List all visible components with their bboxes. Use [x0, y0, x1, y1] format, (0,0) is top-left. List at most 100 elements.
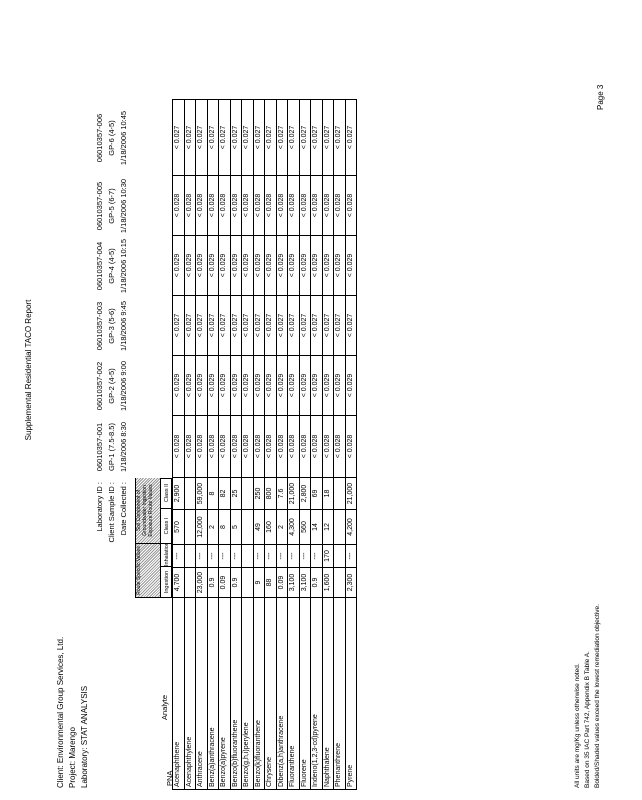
result-cell: < 0.029 [264, 355, 276, 416]
table-row: Benzo(k)fluoranthene 9 --- 49 250 < 0.028 < 0.… [253, 99, 265, 790]
result-cell: < 0.028 [322, 415, 334, 478]
result-cell: < 0.028 [322, 175, 334, 236]
analyte-cell: Benzo(k)fluoranthene [253, 597, 265, 790]
result-cell: < 0.029 [264, 235, 276, 296]
ingestion-cell: 2,300 [345, 567, 357, 598]
result-cell: < 0.029 [333, 235, 345, 296]
page-number: Page 3 [596, 84, 605, 110]
result-cell: < 0.027 [264, 295, 276, 356]
class-ii-cell: 25 [230, 477, 242, 510]
class-i-cell: 12,000 [195, 509, 207, 545]
result-cell: < 0.027 [241, 99, 253, 176]
result-cell: < 0.027 [264, 99, 276, 176]
table-row: Pyrene 2,300 --- 4,200 21,000 < 0.028 < 0.029 <… [345, 99, 357, 790]
result-cell: < 0.028 [287, 175, 299, 236]
analyte-cell: Benzo(a)pyrene [218, 597, 230, 790]
table-row: Acenaphthylene < 0.028 < 0.029 < 0.027 < 0.0… [184, 99, 196, 790]
analyte-cell: Fluorene [299, 597, 311, 790]
class-i-cell: 2 [207, 509, 219, 545]
result-cell: < 0.027 [287, 295, 299, 356]
result-cell: < 0.027 [276, 295, 288, 356]
class-i-cell: 2 [276, 509, 288, 545]
inhalation-cell [184, 544, 196, 568]
table-row: Acenaphthene 4,700 --- 570 2,900 < 0.028 < 0.0… [172, 99, 184, 790]
result-cell: < 0.029 [310, 235, 322, 296]
class-ii-cell: 7.6 [276, 477, 288, 510]
class-ii-cell: 82 [218, 477, 230, 510]
analyte-cell: Anthracene [195, 597, 207, 790]
laboratory-line: Laboratory: STAT ANALYSIS [80, 685, 89, 788]
class-ii-cell: 21,000 [287, 477, 299, 510]
result-cell: < 0.028 [195, 175, 207, 236]
result-cell: < 0.029 [218, 355, 230, 416]
result-cell: < 0.029 [172, 355, 184, 416]
result-cell: < 0.027 [310, 295, 322, 356]
report-title: Supplemental Residential TACO Report [24, 299, 33, 441]
result-cell: < 0.028 [172, 415, 184, 478]
class-ii-cell: 2,900 [172, 477, 184, 510]
project-line: Project: Marengo [68, 727, 77, 788]
result-cell: < 0.027 [287, 99, 299, 176]
ingestion-cell: 88 [264, 567, 276, 598]
inhalation-cell: --- [345, 544, 357, 568]
analyte-cell: Fluoranthene [287, 597, 299, 790]
result-cell: < 0.029 [299, 355, 311, 416]
result-cell: < 0.029 [345, 235, 357, 296]
result-cell: < 0.028 [310, 175, 322, 236]
inhalation-cell: --- [207, 544, 219, 568]
result-cell: < 0.027 [195, 295, 207, 356]
sample-column-header: 06010357-006 GP-6 (4-5) 1/18/2006 10:45 [94, 94, 130, 182]
table-row: Phenanthrene < 0.028 < 0.029 < 0.027 < 0.029… [333, 99, 345, 790]
analyte-cell: Benzo(g,h,i)perylene [241, 597, 253, 790]
result-cell: < 0.027 [310, 99, 322, 176]
result-cell: < 0.028 [345, 415, 357, 478]
result-cell: < 0.028 [299, 175, 311, 236]
class-i-cell: 4,200 [345, 509, 357, 545]
result-cell: < 0.027 [184, 295, 196, 356]
class-i-cell: 8 [218, 509, 230, 545]
result-cell: < 0.029 [287, 355, 299, 416]
result-cell: < 0.027 [184, 99, 196, 176]
results-table: Acenaphthene 4,700 --- 570 2,900 < 0.028 < 0.0… [172, 99, 357, 790]
table-row: Benzo(a)pyrene 0.09 --- 8 82 < 0.028 < 0.029 < … [218, 99, 230, 790]
ingestion-cell [184, 567, 196, 598]
table-row: Benzo(g,h,i)perylene < 0.028 < 0.029 < 0.02… [241, 99, 253, 790]
result-cell: < 0.028 [276, 175, 288, 236]
sample-lab-id: 06010357-006 [95, 113, 104, 163]
result-cell: < 0.027 [322, 295, 334, 356]
result-cell: < 0.029 [195, 355, 207, 416]
table-row: Anthracene 23,000 --- 12,000 59,000 < 0.028 < … [195, 99, 207, 790]
class-i-cell: 560 [299, 509, 311, 545]
class-i-cell [241, 509, 253, 545]
result-cell: < 0.028 [172, 175, 184, 236]
result-cell: < 0.029 [299, 235, 311, 296]
result-cell: < 0.028 [345, 175, 357, 236]
result-cell: < 0.028 [218, 415, 230, 478]
inhalation-cell [241, 544, 253, 568]
result-cell: < 0.027 [299, 99, 311, 176]
result-cell: < 0.027 [333, 295, 345, 356]
ingestion-cell: 9 [253, 567, 265, 598]
analyte-cell: Phenanthrene [333, 597, 345, 790]
result-cell: < 0.028 [207, 175, 219, 236]
lab-id-label: Laboratory ID : [95, 482, 104, 532]
footnote: Based on 35 IAC Part 742, Appendix B Tab… [584, 651, 591, 788]
result-cell: < 0.028 [241, 415, 253, 478]
inhalation-cell: --- [264, 544, 276, 568]
analyte-header: Analyte [160, 694, 169, 720]
analyte-cell: Naphthalene [322, 597, 334, 790]
result-cell: < 0.029 [276, 355, 288, 416]
analyte-cell: Pyrene [345, 597, 357, 790]
result-cell: < 0.027 [241, 295, 253, 356]
ingestion-cell: 3,100 [299, 567, 311, 598]
result-cell: < 0.028 [276, 415, 288, 478]
result-cell: < 0.028 [253, 175, 265, 236]
table-row: Fluoranthene 3,100 --- 4,300 21,000 < 0.028 < … [287, 99, 299, 790]
result-cell: < 0.027 [322, 99, 334, 176]
analyte-cell: Indeno(1,2,3-cd)pyrene [310, 597, 322, 790]
ingestion-cell: 23,000 [195, 567, 207, 598]
result-cell: < 0.028 [184, 415, 196, 478]
ingestion-cell: 0.9 [207, 567, 219, 598]
inhalation-cell: --- [172, 544, 184, 568]
